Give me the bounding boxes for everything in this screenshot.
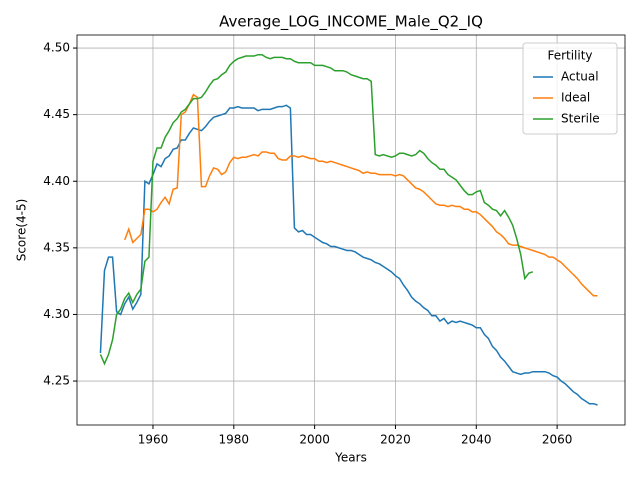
chart-title: Average_LOG_INCOME_Male_Q2_IQ bbox=[219, 13, 483, 32]
y-tick-label: 4.25 bbox=[43, 374, 70, 388]
y-tick-label: 4.35 bbox=[43, 240, 70, 254]
series-line bbox=[99, 104, 598, 406]
y-tick-label: 4.45 bbox=[43, 107, 70, 121]
x-tick-label: 2000 bbox=[299, 433, 330, 447]
x-tick-label: 2060 bbox=[542, 433, 573, 447]
legend-label: Actual bbox=[561, 70, 599, 84]
legend-box bbox=[522, 42, 618, 135]
legend-label: Sterile bbox=[561, 112, 600, 126]
x-tick-label: 1980 bbox=[219, 433, 250, 447]
y-tick-label: 4.40 bbox=[43, 174, 70, 188]
y-axis-label: Score(4-5) bbox=[15, 199, 29, 262]
series-line bbox=[99, 53, 534, 366]
x-tick-label: 1960 bbox=[138, 433, 169, 447]
x-tick-label: 2020 bbox=[380, 433, 411, 447]
x-axis-label: Years bbox=[334, 451, 367, 465]
legend-label: Ideal bbox=[561, 91, 590, 105]
x-tick-label: 2040 bbox=[461, 433, 492, 447]
y-tick-label: 4.50 bbox=[43, 41, 70, 55]
legend-title: Fertility bbox=[547, 49, 592, 63]
y-tick-label: 4.30 bbox=[43, 307, 70, 321]
plot-frame bbox=[76, 34, 626, 426]
